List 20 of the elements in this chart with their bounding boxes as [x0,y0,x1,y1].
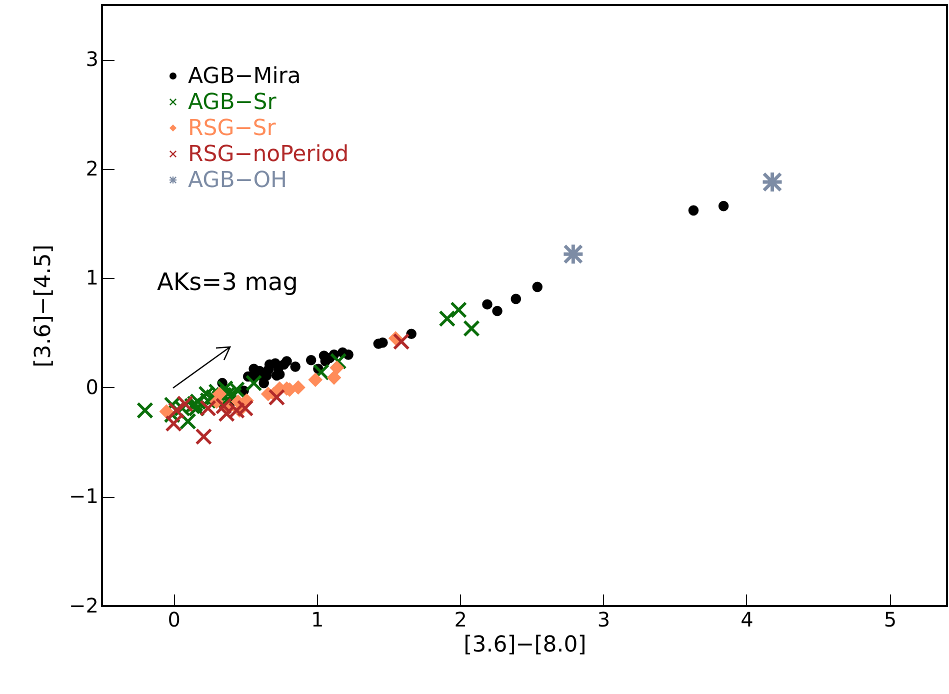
legend-label: AGB−OH [188,168,288,193]
legend-label: AGB−Sr [188,90,278,115]
x-axis-title: [3.6]−[8.0] [464,632,586,658]
y-tick-label: −2 [69,594,98,618]
x-tick-label: 4 [740,608,754,632]
legend-label: RSG−noPeriod [188,142,349,167]
x-tick-label: 2 [454,608,467,632]
legend-label: RSG−Sr [188,116,277,141]
y-tick-label: −1 [69,484,98,508]
legend-label: AGB−Mira [188,64,301,89]
x-tick-label: 5 [884,608,897,632]
annotation: AKs=3 mag [157,268,298,296]
x-tick-label: 1 [310,608,324,632]
y-tick-label: 0 [86,374,98,399]
y-tick-label: 3 [86,47,98,72]
x-tick-label: 3 [597,608,610,632]
y-tick-label: 1 [86,266,98,290]
x-tick-label: 0 [168,608,180,632]
y-axis-title: [3.6]−[4.5] [31,244,56,368]
y-tick-label: 2 [86,156,98,180]
